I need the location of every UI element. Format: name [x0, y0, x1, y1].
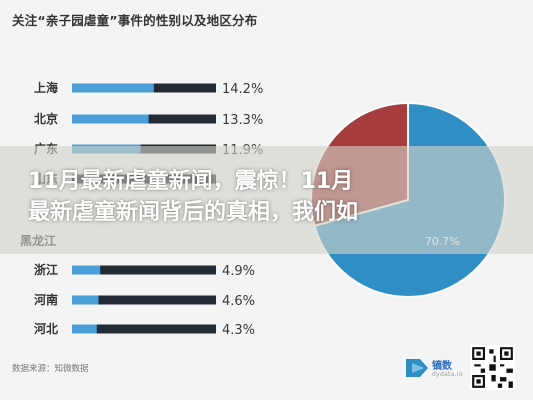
- headline-line-2: 最新虐童新闻背后的真相，我们如: [28, 200, 359, 225]
- brand-domain: dydata.io: [432, 371, 463, 378]
- brand-name: 镝数: [432, 361, 452, 372]
- bar-track: [72, 324, 216, 334]
- value-label: 4.9%: [222, 264, 255, 279]
- bar-track: [72, 295, 216, 305]
- headline-line-1: 11月最新虐童新闻，震惊！11月: [28, 169, 354, 194]
- bar-track: [72, 265, 216, 275]
- category-label: 上海: [34, 80, 58, 95]
- value-label: 4.6%: [222, 294, 255, 309]
- bar: [72, 265, 101, 275]
- headline-banner: 11月最新虐童新闻，震惊！11月 最新虐童新闻背后的真相，我们如: [28, 166, 528, 228]
- chart-title: 关注“亲子园虐童”事件的性别以及地区分布: [12, 13, 258, 28]
- category-label: 河北: [33, 321, 58, 336]
- source-note: 数据来源：知微数据: [12, 364, 89, 374]
- category-label: 浙江: [34, 262, 58, 277]
- bar: [72, 295, 99, 305]
- value-label: 13.3%: [222, 113, 263, 128]
- bar: [72, 324, 97, 334]
- brand-logo-icon: [406, 359, 428, 377]
- headline-overlay: [0, 146, 533, 254]
- category-label: 河南: [33, 292, 58, 307]
- category-label: 北京: [34, 111, 58, 126]
- qr-code-icon: [470, 345, 515, 390]
- bar: [72, 114, 149, 124]
- bar: [72, 83, 154, 93]
- value-label: 14.2%: [222, 82, 263, 97]
- value-label: 4.3%: [222, 323, 255, 338]
